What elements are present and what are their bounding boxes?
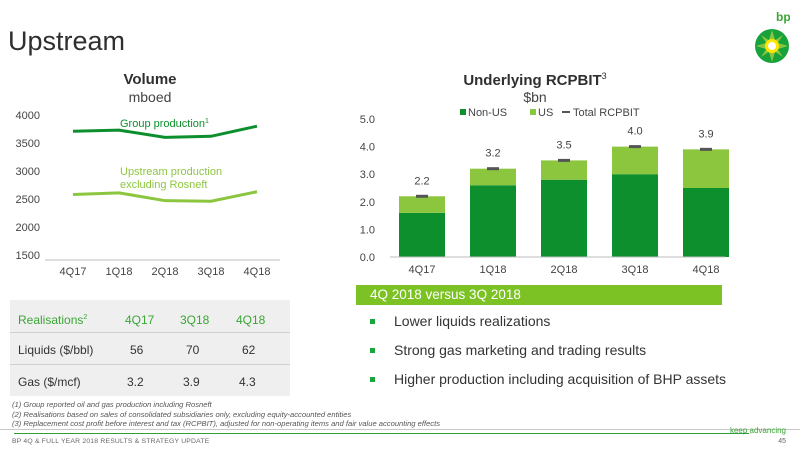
table-cell: 62 <box>242 343 256 357</box>
table-cell: 56 <box>130 343 144 357</box>
rcpbit-chart-subtitle: $bn <box>523 89 547 105</box>
x-tick-label: 2Q18 <box>152 266 179 278</box>
table-divider <box>10 332 290 333</box>
footnotes: (1) Group reported oil and gas productio… <box>12 400 612 429</box>
comparison-heading: 4Q 2018 versus 3Q 2018 <box>356 285 722 305</box>
table-cell: 70 <box>186 343 200 357</box>
bar-us <box>399 196 445 213</box>
page-number: 45 <box>778 438 786 445</box>
bar-non-us <box>399 212 445 257</box>
total-data-label: 3.5 <box>556 139 571 151</box>
x-tick-label: 1Q18 <box>480 264 507 276</box>
y-tick-label: 0.0 <box>360 252 375 264</box>
realisations-table: Realisations2 4Q17 3Q18 4Q18 Liquids ($/… <box>10 300 290 396</box>
rcpbit-legend: Non-US US Total RCPBIT <box>460 107 640 119</box>
total-data-label: 3.2 <box>485 148 500 160</box>
legend-label: Non-US <box>468 107 507 119</box>
footer-green-rule <box>14 433 749 434</box>
footer-divider <box>0 429 800 430</box>
table-cell: 3.2 <box>127 375 144 389</box>
legend-swatch <box>530 109 536 115</box>
y-tick-label: 2.0 <box>360 197 375 209</box>
table-header-col: 3Q18 <box>180 313 210 327</box>
y-tick-label: 4.0 <box>360 142 375 154</box>
table-cell: 3.9 <box>183 375 200 389</box>
comparison-bullets: Lower liquids realizations Strong gas ma… <box>356 307 736 394</box>
table-header-col: 4Q18 <box>236 313 266 327</box>
y-tick-label: 3500 <box>16 138 40 150</box>
list-item: Strong gas marketing and trading results <box>356 336 736 365</box>
total-data-label: 4.0 <box>627 126 642 138</box>
upstream-production-line <box>72 190 258 203</box>
footnote: (2) Realisations based on sales of conso… <box>12 409 352 419</box>
legend-swatch <box>460 109 466 115</box>
y-tick-label: 2500 <box>16 194 40 206</box>
y-tick-label: 4000 <box>16 110 40 122</box>
total-data-label: 2.2 <box>414 175 429 187</box>
y-tick-label: 3000 <box>16 166 40 178</box>
bar-us <box>541 160 587 180</box>
list-item: Lower liquids realizations <box>356 307 736 336</box>
total-rcpbit-marker <box>416 194 428 198</box>
table-row: Liquids ($/bbl) 56 70 62 <box>10 334 290 364</box>
bar-non-us <box>541 179 587 257</box>
x-tick-label: 4Q18 <box>244 266 271 278</box>
table-header-col: 4Q17 <box>125 313 155 327</box>
helios-logo-icon: bp <box>755 10 791 63</box>
x-tick-label: 1Q18 <box>106 266 133 278</box>
legend-swatch <box>562 111 570 113</box>
total-rcpbit-marker <box>629 145 641 149</box>
volume-chart: 4000 3500 3000 2500 2000 1500 4Q17 1Q18 2Q18 3Q1… <box>16 110 280 278</box>
bar-non-us <box>612 174 658 257</box>
bar-non-us <box>683 188 729 257</box>
list-item: Higher production including acquisition … <box>356 365 736 394</box>
table-divider <box>10 364 290 365</box>
bullet-square-icon <box>370 319 375 324</box>
volume-chart-subtitle: mboed <box>128 89 172 105</box>
y-tick-label: 1.0 <box>360 224 375 236</box>
logo-text: bp <box>776 10 790 24</box>
footer-text: BP 4Q & FULL YEAR 2018 RESULTS & STRATEG… <box>12 438 210 445</box>
upstream-annotation-line2: excluding Rosneft <box>120 179 207 191</box>
rcpbit-chart: Non-US US Total RCPBIT 5.04.03.02.01.00.0 … <box>360 107 729 276</box>
rcpbit-chart-title: Underlying RCPBIT3 <box>463 71 607 89</box>
legend-label: US <box>538 107 553 119</box>
y-tick-label: 2000 <box>16 222 40 234</box>
bp-logo: bp <box>754 8 791 66</box>
y-tick-label: 5.0 <box>360 114 375 126</box>
total-rcpbit-marker <box>487 167 499 171</box>
total-data-label: 3.9 <box>698 128 713 140</box>
table-cell: 4.3 <box>239 375 256 389</box>
row-label: Liquids ($/bbl) <box>18 343 94 357</box>
footnote: (1) Group reported oil and gas productio… <box>12 400 212 409</box>
row-label: Gas ($/mcf) <box>18 375 81 389</box>
group-production-annotation: Group production1 <box>120 118 209 130</box>
group-production-line <box>72 124 258 139</box>
x-tick-label: 4Q17 <box>60 266 87 278</box>
x-tick-label: 4Q18 <box>693 264 720 276</box>
bullet-square-icon <box>370 377 375 382</box>
y-tick-label: 1500 <box>16 250 40 262</box>
bar-us <box>470 168 516 186</box>
footnote: (3) Replacement cost profit before inter… <box>12 419 440 428</box>
x-tick-label: 3Q18 <box>198 266 225 278</box>
total-rcpbit-marker <box>700 147 712 151</box>
bar-us <box>612 146 658 175</box>
upstream-annotation-line1: Upstream production <box>120 166 222 178</box>
total-rcpbit-marker <box>558 158 570 162</box>
table-row: Gas ($/mcf) 3.2 3.9 4.3 <box>10 366 290 396</box>
slogan: keep advancing <box>729 426 786 435</box>
x-tick-label: 2Q18 <box>551 264 578 276</box>
bullet-square-icon <box>370 348 375 353</box>
bar-non-us <box>470 185 516 257</box>
table-header-row: Realisations2 4Q17 3Q18 4Q18 <box>10 304 290 334</box>
page-title: Upstream <box>8 26 126 56</box>
legend-label: Total RCPBIT <box>573 107 640 119</box>
x-tick-label: 4Q17 <box>409 264 436 276</box>
volume-chart-title: Volume <box>123 71 177 88</box>
bar-us <box>683 149 729 188</box>
x-tick-label: 3Q18 <box>622 264 649 276</box>
table-header-label: Realisations2 <box>18 313 88 327</box>
y-tick-label: 3.0 <box>360 169 375 181</box>
